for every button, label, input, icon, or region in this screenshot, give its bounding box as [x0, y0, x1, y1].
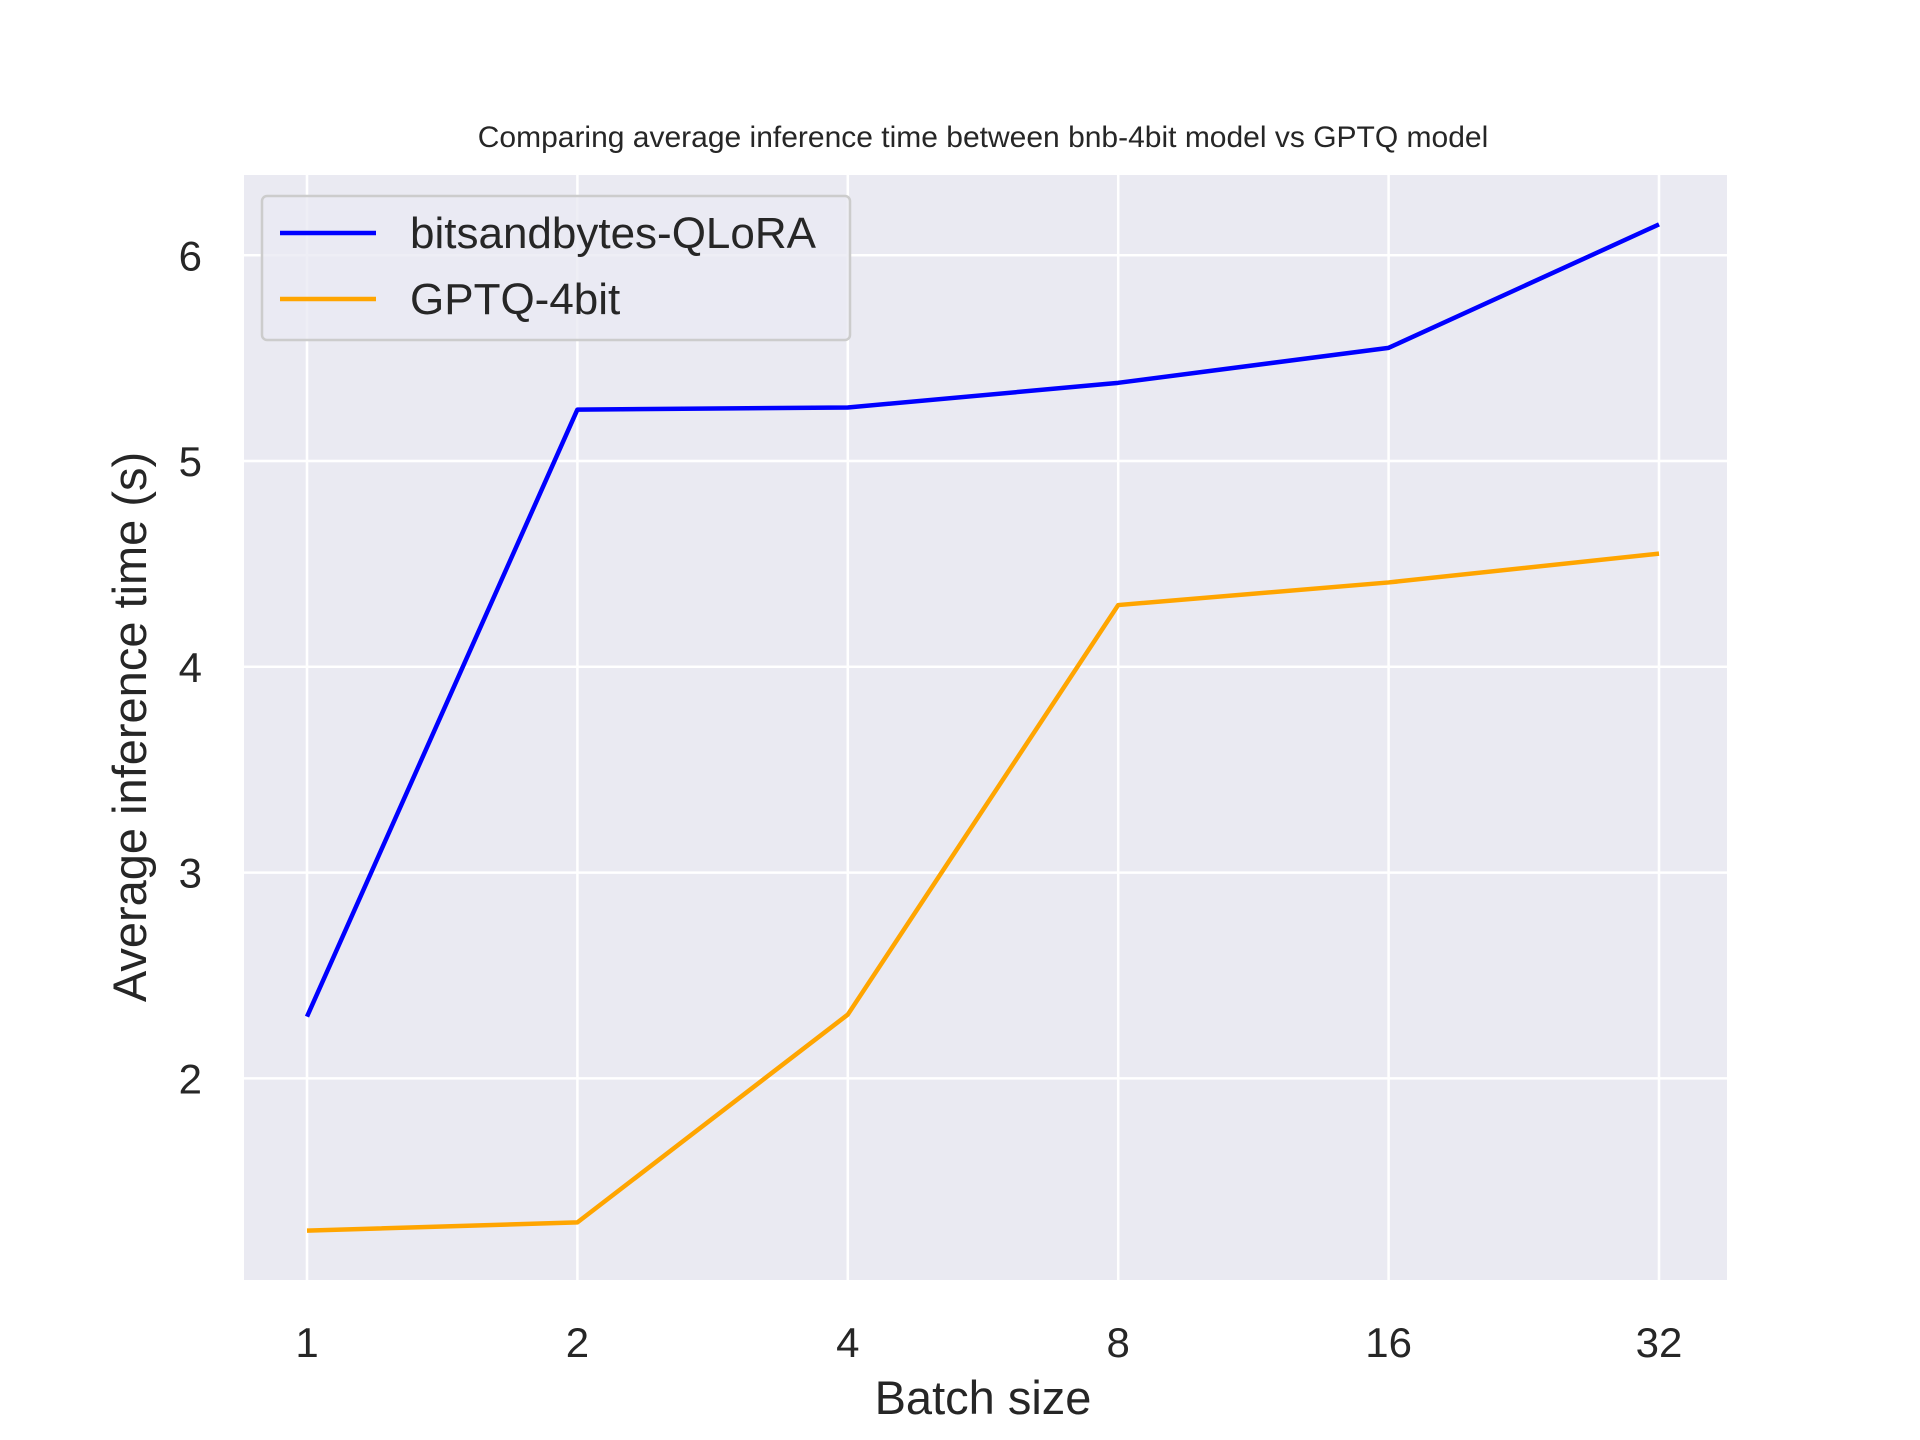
y-tick-label: 2 — [179, 1055, 202, 1102]
y-axis-label: Average inference time (s) — [103, 452, 156, 1002]
x-tick-label: 16 — [1365, 1319, 1412, 1366]
x-tick-label: 4 — [836, 1319, 859, 1366]
series-lines — [304, 222, 1660, 1233]
chart-title: Comparing average inference time between… — [478, 121, 1489, 154]
legend-label-bitsandbytes-qlora: bitsandbytes-QLoRA — [410, 209, 817, 258]
legend: bitsandbytes-QLoRA GPTQ-4bit — [260, 194, 852, 342]
y-tick-label: 3 — [179, 850, 202, 897]
x-tick-label: 1 — [295, 1319, 318, 1366]
legend-label-gptq-4bit: GPTQ-4bit — [410, 275, 620, 324]
x-tick-label: 8 — [1107, 1319, 1130, 1366]
x-axis-label: Batch size — [875, 1371, 1092, 1424]
x-tick-label: 32 — [1636, 1319, 1683, 1366]
y-tick-labels: 2 3 4 5 6 — [179, 232, 202, 1102]
plot-area — [244, 175, 1727, 1280]
legend-box — [260, 194, 852, 342]
y-tick-label: 6 — [179, 232, 202, 279]
gridlines — [244, 175, 1727, 1280]
x-tick-label: 2 — [566, 1319, 589, 1366]
y-tick-label: 4 — [179, 644, 202, 691]
y-tick-label: 5 — [179, 438, 202, 485]
series-line-bitsandbytes-qlora — [304, 222, 1660, 1018]
x-tick-labels: 1 2 4 8 16 32 — [295, 1319, 1682, 1366]
series-line-gptq-4bit — [306, 551, 1660, 1233]
